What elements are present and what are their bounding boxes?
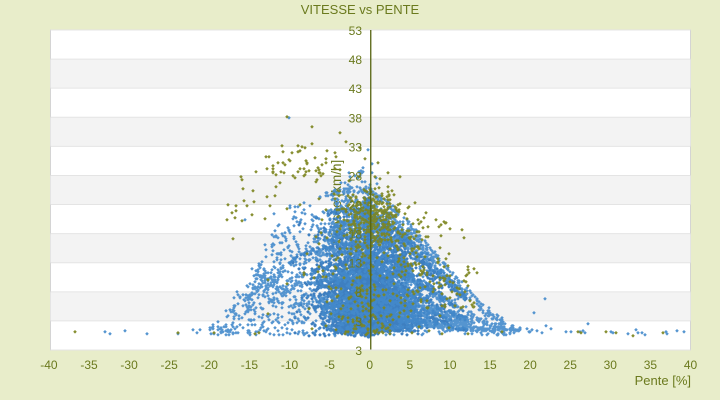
svg-text:40: 40 xyxy=(684,358,698,372)
svg-text:3: 3 xyxy=(355,315,362,329)
svg-text:25: 25 xyxy=(564,358,578,372)
svg-text:43: 43 xyxy=(349,82,363,96)
svg-text:3: 3 xyxy=(355,344,362,358)
svg-text:33: 33 xyxy=(349,140,363,154)
svg-text:5: 5 xyxy=(406,358,413,372)
svg-text:30: 30 xyxy=(604,358,618,372)
svg-text:15: 15 xyxy=(483,358,497,372)
svg-text:23: 23 xyxy=(349,199,363,213)
svg-text:-40: -40 xyxy=(40,358,58,372)
svg-text:28: 28 xyxy=(349,170,363,184)
svg-text:53: 53 xyxy=(349,24,363,38)
svg-text:VITESSE vs PENTE: VITESSE vs PENTE xyxy=(301,2,420,17)
svg-text:-5: -5 xyxy=(324,358,335,372)
svg-text:Pente [%]: Pente [%] xyxy=(635,373,691,388)
svg-text:18: 18 xyxy=(349,228,363,242)
svg-text:35: 35 xyxy=(644,358,658,372)
svg-text:-15: -15 xyxy=(241,358,259,372)
svg-text:-30: -30 xyxy=(120,358,138,372)
svg-text:20: 20 xyxy=(523,358,537,372)
svg-text:-10: -10 xyxy=(281,358,299,372)
svg-text:-25: -25 xyxy=(161,358,179,372)
svg-text:48: 48 xyxy=(349,53,363,67)
svg-text:8: 8 xyxy=(355,286,362,300)
svg-text:0: 0 xyxy=(366,358,373,372)
svg-text:10: 10 xyxy=(443,358,457,372)
svg-text:-20: -20 xyxy=(201,358,219,372)
svg-text:38: 38 xyxy=(349,111,363,125)
svg-text:-35: -35 xyxy=(80,358,98,372)
svg-text:13: 13 xyxy=(349,257,363,271)
